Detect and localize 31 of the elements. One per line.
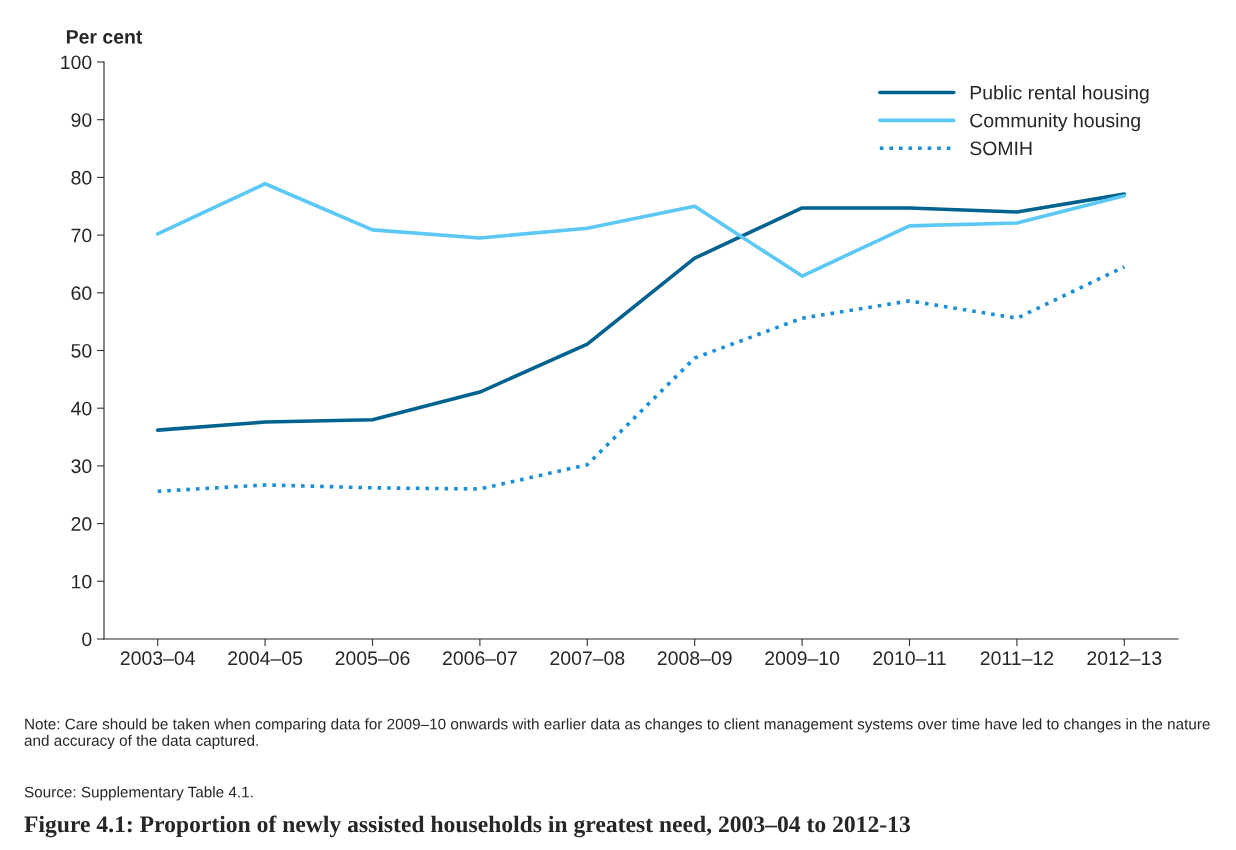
y-tick-label: 50: [71, 343, 92, 358]
y-tick-label: 10: [72, 574, 92, 589]
y-axis-title: Per cent: [66, 30, 143, 44]
y-tick-label: 100: [61, 55, 92, 70]
x-tick-label: 2008–09: [657, 651, 732, 666]
y-tick-label: 70: [71, 228, 92, 243]
x-tick-label: 2010–11: [873, 651, 946, 666]
y-tick-label: 90: [71, 113, 92, 127]
line-series: [155, 181, 1127, 278]
source-note: Source: Supplementary Table 4.1.: [24, 786, 253, 801]
x-tick-label: 2012–13: [1087, 651, 1162, 666]
y-tick-label: 20: [71, 517, 92, 531]
y-tick-label: 60: [71, 286, 92, 301]
x-tick-label: 2007–08: [550, 651, 625, 666]
y-tick-label: 30: [71, 459, 92, 474]
text: Figure 4.1: Proportion of newly assisted households in greatest need, 2003–04 to 2012-13: [24, 815, 910, 838]
y-tick-label: 0: [82, 632, 92, 647]
legend-label: Public rental housing: [970, 85, 1149, 104]
x-tick-label: 2009–10: [765, 651, 840, 666]
y-tick-label: 40: [71, 401, 92, 416]
x-tick-label: 2005–06: [335, 651, 410, 666]
legend-label: SOMIH: [970, 141, 1032, 156]
text: Note: Care should be taken when comparing data for 2009–10 onwards with earlier data as changes to client management systems over time have led to changes in the nature and accuracy of the data captured.: [24, 718, 1210, 749]
x-tick-label: 2006–07: [443, 651, 517, 666]
legend-label: Community housing: [970, 113, 1140, 132]
line-series: [155, 265, 1127, 494]
x-tick-label: 2003–04: [120, 651, 195, 666]
y-tick-label: 80: [71, 170, 92, 185]
x-tick-label: 2011–12: [980, 651, 1054, 666]
x-tick-label: 2004–05: [228, 651, 303, 666]
line-series: [155, 192, 1127, 432]
